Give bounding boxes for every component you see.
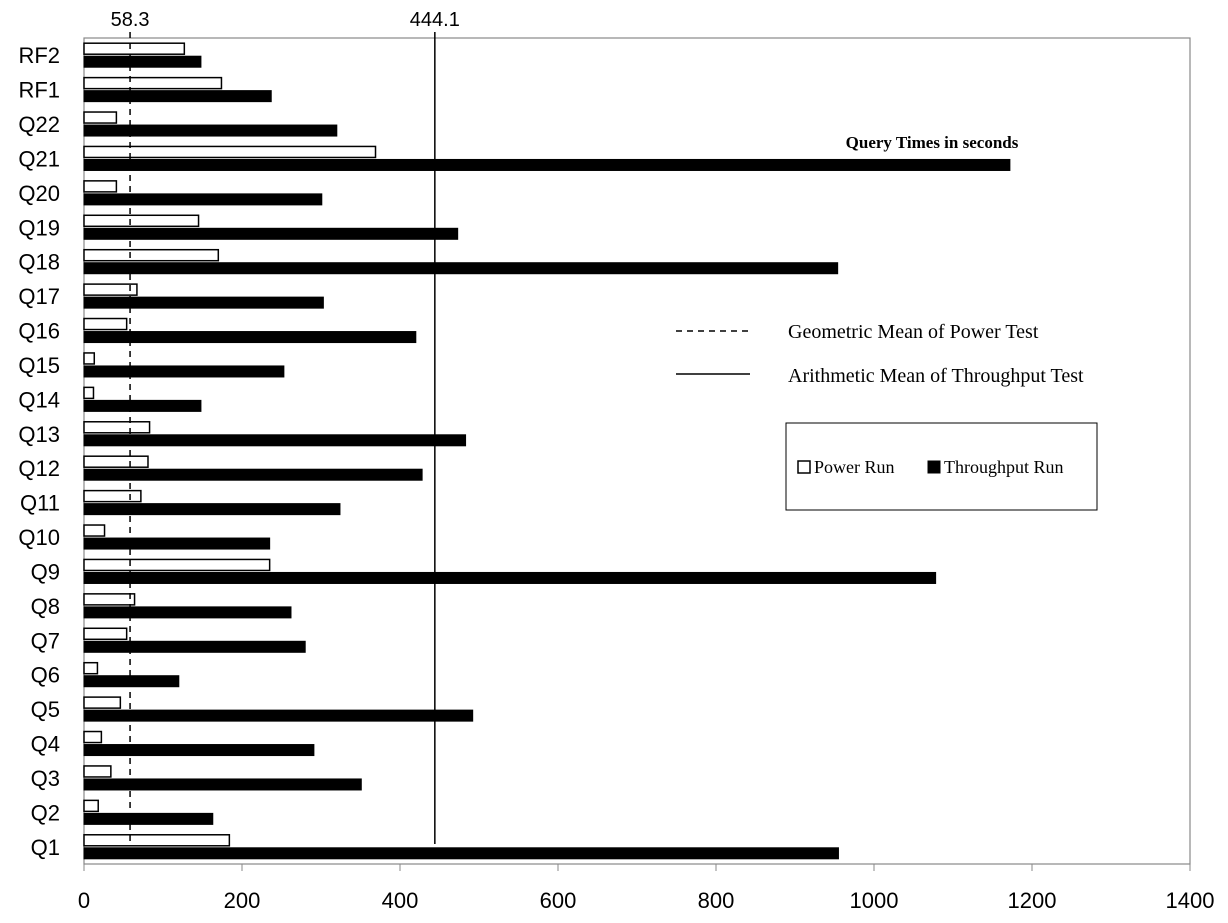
throughput-run-bar-q3 — [83, 778, 362, 791]
category-label-q17: Q17 — [18, 284, 60, 309]
throughput-run-bar-q2 — [83, 812, 214, 825]
power-run-bar-q10 — [83, 524, 106, 537]
throughput-run-bar-q14 — [83, 399, 202, 412]
series-legend-box — [785, 422, 1098, 511]
throughput-run-bar-rf2 — [83, 55, 202, 68]
category-label-q12: Q12 — [18, 456, 60, 481]
throughput-run-bar-q13 — [83, 434, 467, 447]
throughput-run-bar-q18 — [83, 262, 839, 275]
power-run-bar-q22 — [83, 111, 118, 124]
arithmetic-mean-legend-label: Arithmetic Mean of Throughput Test — [788, 365, 1084, 387]
power-run-bar-q2 — [83, 799, 99, 813]
throughput-run-swatch — [927, 460, 941, 474]
x-tick-label-200: 200 — [224, 888, 261, 913]
x-tick-label-800: 800 — [698, 888, 735, 913]
x-tick-label-1000: 1000 — [850, 888, 899, 913]
x-tick-labels: 0 200 400 600 800 1000 1200 1400 — [78, 864, 1215, 913]
x-tick-label-0: 0 — [78, 888, 90, 913]
category-label-q16: Q16 — [18, 319, 60, 344]
power-run-bar-q5 — [83, 696, 122, 709]
category-label-q22: Q22 — [18, 112, 60, 137]
power-run-bar-q13 — [83, 421, 151, 434]
power-run-bar-rf2 — [83, 42, 186, 55]
power-run-bar-q19 — [83, 214, 200, 228]
category-label-q5: Q5 — [31, 697, 60, 722]
geometric-mean-legend-label: Geometric Mean of Power Test — [788, 321, 1039, 343]
throughput-run-bar-q9 — [83, 571, 937, 584]
throughput-run-bar-q10 — [83, 537, 271, 550]
category-label-rf1: RF1 — [18, 78, 60, 103]
category-label-q9: Q9 — [31, 559, 60, 584]
category-labels: Q1 Q2 Q3 Q4 Q5 Q6 Q7 Q8 Q9 Q10 Q11 Q12 Q13 Q14 Q15 Q16 Q… — [18, 43, 60, 860]
x-tick-label-1200: 1200 — [1008, 888, 1057, 913]
power-run-bar-q15 — [83, 352, 96, 365]
category-label-q14: Q14 — [18, 387, 60, 412]
category-label-q7: Q7 — [31, 628, 60, 653]
throughput-run-bar-q20 — [83, 193, 323, 206]
x-tick-label-400: 400 — [382, 888, 419, 913]
throughput-run-bar-q21 — [83, 158, 1011, 171]
power-run-bar-rf1 — [83, 76, 223, 90]
category-label-q15: Q15 — [18, 353, 60, 378]
throughput-run-bar-q17 — [83, 296, 324, 309]
power-run-bar-q11 — [83, 489, 142, 503]
power-run-bar-q17 — [83, 283, 138, 296]
throughput-run-bar-q4 — [83, 744, 315, 757]
category-label-q19: Q19 — [18, 215, 60, 240]
power-run-bar-q7 — [83, 627, 128, 641]
power-run-legend-label: Power Run — [814, 457, 895, 477]
category-label-q18: Q18 — [18, 250, 60, 275]
power-run-bar-q14 — [83, 386, 95, 400]
category-label-q20: Q20 — [18, 181, 60, 206]
category-label-q11: Q11 — [20, 491, 60, 516]
category-label-q2: Q2 — [31, 800, 60, 825]
power-run-bar-q16 — [83, 317, 128, 331]
arithmetic-mean-value-label: 444.1 — [410, 9, 460, 31]
power-run-bar-q1 — [83, 834, 231, 847]
category-label-q1: Q1 — [31, 835, 60, 860]
power-run-bar-q8 — [83, 593, 136, 606]
throughput-run-bar-q5 — [83, 709, 474, 722]
throughput-run-bar-q11 — [83, 503, 341, 516]
category-label-q13: Q13 — [18, 422, 60, 447]
throughput-run-legend-label: Throughput Run — [944, 457, 1064, 477]
plot-area — [83, 37, 1191, 865]
x-tick-label-1400: 1400 — [1166, 888, 1215, 913]
category-label-q6: Q6 — [31, 663, 60, 688]
throughput-run-bar-q12 — [83, 468, 423, 481]
chart-annotation: Query Times in seconds — [846, 133, 1019, 152]
bars-group — [83, 42, 1011, 860]
power-run-bar-q20 — [83, 180, 118, 193]
category-label-q3: Q3 — [31, 766, 60, 791]
throughput-run-bar-q22 — [83, 124, 338, 137]
throughput-run-bar-rf1 — [83, 90, 272, 103]
power-run-bar-q18 — [83, 248, 220, 262]
throughput-run-bar-q19 — [83, 227, 459, 240]
power-run-bar-q21 — [83, 145, 377, 159]
throughput-run-bar-q8 — [83, 606, 292, 619]
power-run-bar-q3 — [83, 765, 112, 778]
x-tick-label-600: 600 — [540, 888, 577, 913]
category-label-rf2: RF2 — [18, 43, 60, 68]
category-label-q21: Q21 — [18, 146, 60, 171]
throughput-run-bar-q16 — [83, 331, 417, 344]
throughput-run-bar-q1 — [83, 847, 839, 860]
throughput-run-bar-q7 — [83, 640, 306, 653]
geometric-mean-value-label: 58.3 — [111, 9, 150, 31]
power-run-bar-q12 — [83, 455, 149, 468]
series-legend: Power Run Throughput Run — [785, 422, 1098, 511]
throughput-run-bar-q6 — [83, 675, 180, 688]
reference-lines: 58.3 444.1 — [111, 9, 460, 844]
power-run-bar-q4 — [83, 730, 103, 744]
power-run-swatch — [797, 460, 811, 474]
power-run-bar-q9 — [83, 558, 271, 572]
category-label-q4: Q4 — [31, 732, 60, 757]
ref-line-legend: Geometric Mean of Power Test Arithmetic … — [676, 321, 1084, 387]
throughput-run-bar-q15 — [83, 365, 285, 378]
category-label-q8: Q8 — [31, 594, 60, 619]
category-label-q10: Q10 — [18, 525, 60, 550]
power-run-bar-q6 — [83, 661, 99, 675]
